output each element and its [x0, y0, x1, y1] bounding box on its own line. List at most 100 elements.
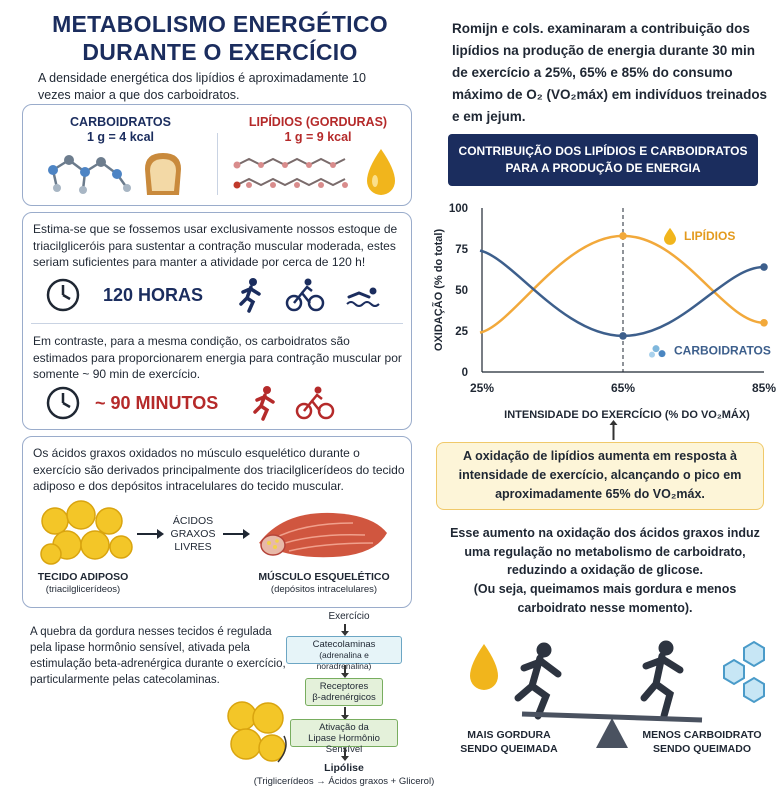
clock-icon	[46, 278, 80, 312]
clock-icon	[46, 386, 80, 420]
y-tick-label: 0	[462, 367, 468, 379]
flow-step-lipolysis: Lipólise	[324, 762, 364, 774]
y-tick-label: 100	[449, 203, 468, 215]
seesaw-beam	[521, 711, 703, 723]
adipose-sub: (triacilglicerídeos)	[45, 584, 121, 595]
oil-drop-icon	[367, 149, 395, 195]
fatty-acids-text: Os ácidos graxos oxidados no músculo esq…	[33, 446, 405, 493]
oil-drop-icon	[664, 227, 676, 245]
arrow-head	[157, 529, 164, 539]
carb-icon	[649, 351, 655, 358]
x-tick-label: 25%	[470, 381, 494, 395]
flow-step-catecholamines-title: Catecolaminas	[312, 639, 376, 650]
runner-icon	[514, 642, 562, 720]
page-title: METABOLISMO ENERGÉTICO DURANTE O EXERCÍC…	[20, 10, 420, 66]
less-carb-label: MENOS CARBOIDRATO SENDO QUEIMADO	[642, 729, 762, 755]
fat-cells-icon	[227, 701, 287, 763]
flow-step-lipase-title: Ativação da	[319, 722, 369, 733]
skeletal-muscle-icon	[259, 512, 387, 558]
y-tick-label: 50	[455, 285, 468, 297]
page-title-line1: METABOLISMO ENERGÉTICO	[52, 11, 388, 37]
arrow-to-ffa	[137, 533, 159, 535]
duration-divider	[31, 323, 403, 324]
lipase-text: A quebra da gordura nesses tecidos é reg…	[30, 626, 286, 686]
x-tick-label: 65%	[611, 381, 635, 395]
oil-drop-icon	[470, 644, 498, 690]
ffa-label: ÁCIDOS GRAXOS LIVRES	[170, 515, 216, 553]
duration-card: Estima-se que se fossemos usar exclusiva…	[22, 212, 412, 430]
cyclist-icon	[295, 386, 335, 420]
flow-step-catecholamines-sub: (adrenalina e noradrenalina)	[317, 650, 372, 671]
cyclist-icon	[285, 278, 325, 312]
regulation-text-2: (Ou seja, queimamos mais gordura e menos…	[473, 582, 737, 615]
swimmer-icon	[346, 287, 380, 307]
contrast-text: Em contraste, para a mesma condição, os …	[33, 334, 402, 381]
muscle-sub: (depósitos intracelulares)	[270, 584, 378, 595]
chart-series	[479, 232, 768, 340]
page-title-line2: DURANTE O EXERCÍCIO	[82, 39, 358, 65]
oxidation-chart: 0 25 50 75 100 25% 65% 85% OXIDAÇÃO (% do total)…	[432, 203, 776, 421]
runner-icon	[239, 278, 261, 313]
lipid-title: LIPÍDIOS (GORDURAS)	[248, 115, 388, 129]
flow-step-lipolysis-sub: (Triglicerídeos → Ácidos graxos + Glicer…	[253, 776, 435, 787]
carb-value: 1 g = 4 kcal	[86, 130, 155, 144]
seesaw-pivot	[596, 718, 628, 748]
minutes-label: ~ 90 MINUTOS	[95, 393, 219, 413]
carb-icon	[658, 350, 666, 358]
arrow-to-muscle	[223, 533, 245, 535]
fatty-acid-molecule-icon	[233, 157, 348, 189]
series-point-1	[619, 332, 627, 340]
legend-label-0: LIPÍDIOS	[684, 228, 735, 243]
hours-label: 120 HORAS	[103, 285, 204, 305]
flow-arrow	[341, 665, 348, 678]
romijn-text: Romijn e cols. examinaram a contribuição…	[452, 21, 768, 124]
flow-step-receptors: Receptores β-adrenérgicos	[305, 678, 383, 706]
flow-arrow	[341, 624, 348, 636]
lipid-value: 1 g = 9 kcal	[284, 130, 352, 144]
series-line-1	[479, 249, 765, 338]
chart-grid	[481, 208, 764, 373]
adipose-label: TECIDO ADIPOSO	[37, 571, 129, 583]
flow-step-receptors-title: Receptores	[319, 681, 369, 692]
runner-icon	[253, 386, 275, 421]
flow-step-catecholamines: Catecolaminas (adrenalina e noradrenalin…	[286, 636, 402, 671]
muscle-label: MÚSCULO ESQUELÉTICO	[258, 571, 390, 583]
callout-arrow	[613, 424, 615, 440]
chart-banner-line1: CONTRIBUIÇÃO DOS LIPÍDIOS E CARBOIDRATOS	[458, 144, 748, 158]
carb-icon	[652, 345, 660, 353]
y-tick-label: 75	[455, 244, 468, 256]
flow-step-lipase-activation: Ativação da Lipase Hormônio Sensível	[290, 719, 398, 755]
glucose-hexagon-icon	[723, 640, 765, 704]
series-point-0	[619, 232, 627, 240]
chart-banner-line2: PARA A PRODUÇÃO DE ENERGIA	[505, 161, 701, 175]
bread-icon	[145, 153, 181, 195]
more-fat-label: MAIS GORDURA SENDO QUEIMADA	[460, 729, 558, 755]
arrow-head	[243, 529, 250, 539]
chart-labels: 0 25 50 75 100 25% 65% 85% OXIDAÇÃO (% do total)…	[432, 203, 776, 421]
runner-icon	[640, 640, 684, 720]
series-line-0	[479, 234, 765, 334]
flow-step-exercise: Exercício	[328, 611, 370, 622]
energy-density-card: CARBOIDRATOS 1 g = 4 kcal LIPÍDIOS (GORD…	[22, 104, 412, 206]
legend-label-1: CARBOIDRATOS	[674, 344, 771, 358]
flow-arrow	[341, 748, 348, 761]
callout-box: A oxidação de lipídios aumenta em respos…	[436, 442, 764, 510]
flow-arrow	[341, 707, 348, 720]
card-divider	[217, 133, 218, 195]
regulation-text: Esse aumento na oxidação dos ácidos grax…	[450, 526, 760, 577]
series-point-1	[760, 263, 768, 271]
flow-step-receptors-sub: β-adrenérgicos	[312, 692, 376, 703]
glucose-molecule-icon	[48, 155, 131, 194]
carb-title: CARBOIDRATOS	[70, 115, 171, 129]
series-point-0	[760, 319, 768, 327]
x-axis-label: INTENSIDADE DO EXERCÍCIO (% DO VO₂MÁX)	[504, 408, 750, 421]
y-tick-label: 25	[455, 326, 468, 338]
seesaw-illustration	[470, 640, 765, 748]
y-axis-label: OXIDAÇÃO (% do total)	[432, 229, 445, 352]
adipose-tissue-icon	[40, 500, 133, 565]
x-tick-label: 85%	[752, 381, 776, 395]
estimate-text: Estima-se que se fossemos usar exclusiva…	[33, 222, 398, 269]
intro-text: A densidade energética dos lipídios é ap…	[38, 71, 366, 102]
callout-text: A oxidação de lipídios aumenta em respos…	[458, 449, 742, 501]
chart-banner: CONTRIBUIÇÃO DOS LIPÍDIOS E CARBOIDRATOS…	[448, 134, 758, 186]
